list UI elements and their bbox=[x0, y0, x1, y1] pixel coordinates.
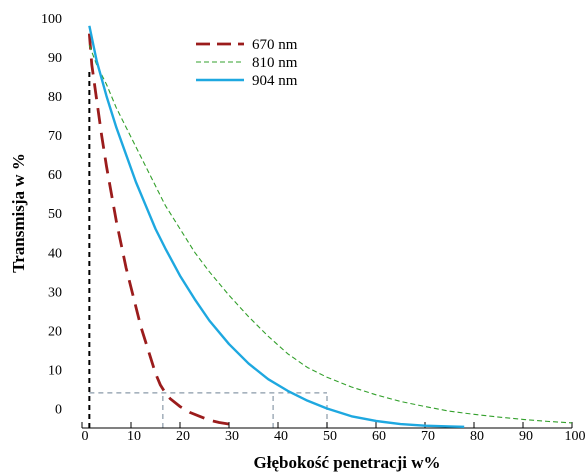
series-line-810-nm bbox=[88, 45, 573, 424]
y-tick-label: 60 bbox=[48, 168, 62, 183]
x-tick-label: 40 bbox=[274, 429, 288, 444]
chart-series bbox=[87, 25, 573, 429]
x-axis-title: Głębokość penetracji w% bbox=[254, 453, 441, 472]
x-tick-label: 10 bbox=[127, 429, 141, 444]
legend-label: 904 nm bbox=[252, 73, 298, 89]
y-tick-label: 70 bbox=[48, 129, 62, 144]
y-tick-label: 30 bbox=[48, 285, 62, 300]
y-tick-label: 100 bbox=[41, 12, 62, 27]
y-tick-label: 90 bbox=[48, 51, 62, 66]
y-tick-label: 20 bbox=[48, 324, 62, 339]
x-tick-label: 90 bbox=[519, 429, 533, 444]
x-tick-label: 70 bbox=[421, 429, 435, 444]
series-line-904-nm bbox=[88, 25, 465, 429]
legend-label: 810 nm bbox=[252, 55, 298, 71]
reference-lines bbox=[88, 68, 328, 428]
legend-label: 670 nm bbox=[252, 37, 298, 53]
chart-legend: 670 nm 810 nm 904 nm bbox=[196, 37, 298, 89]
y-tick-label: 50 bbox=[48, 207, 62, 222]
x-tick-label: 30 bbox=[225, 429, 239, 444]
y-tick-label: 40 bbox=[48, 246, 62, 261]
x-tick-label: 60 bbox=[372, 429, 386, 444]
x-tick-label: 50 bbox=[323, 429, 337, 444]
x-tick-label: 100 bbox=[565, 429, 585, 444]
y-axis-title: Transmisja w % bbox=[9, 153, 28, 273]
y-tick-label: 0 bbox=[55, 402, 62, 417]
y-tick-label: 80 bbox=[48, 90, 62, 105]
x-tick-label: 20 bbox=[176, 429, 190, 444]
y-tick-label: 10 bbox=[48, 363, 62, 378]
x-tick-label: 0 bbox=[82, 429, 89, 444]
chart-axes: 0 10 20 30 40 50 60 70 80 90 100 0 10 20 30 40 50 60 70 80 9… bbox=[41, 12, 585, 444]
series-line-670-nm bbox=[87, 33, 230, 426]
x-tick-label: 80 bbox=[470, 429, 484, 444]
